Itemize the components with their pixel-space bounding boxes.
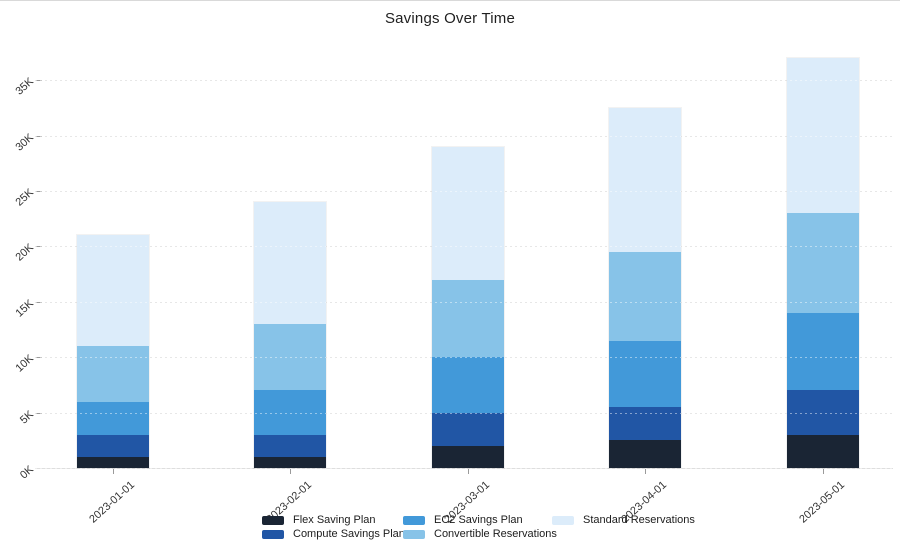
x-axis-tick: [645, 469, 646, 474]
x-axis-tick: [822, 469, 824, 474]
legend-swatch-icon: [552, 515, 574, 525]
legend-swatch-icon: [262, 515, 284, 525]
bar-2023-05-01: [785, 57, 860, 469]
legend-label: Flex Saving Plan: [293, 514, 376, 526]
bar-segment-standard-reservations: [609, 107, 681, 252]
y-axis-tick: [36, 357, 42, 359]
bar-segment-standard-reservations: [76, 235, 149, 347]
y-axis-tick: [36, 135, 42, 137]
bar-segment-convertible-reservations: [254, 323, 326, 391]
y-tick-label: 35K: [13, 75, 37, 98]
legend-swatch-icon: [262, 529, 284, 539]
bar-segment-flex-saving-plan: [609, 440, 681, 468]
bar-2023-01-01: [75, 234, 150, 469]
bar-segment-ec2-savings-plan: [76, 401, 149, 435]
bar-segment-flex-saving-plan: [254, 456, 326, 468]
chart-title: Savings Over Time: [384, 10, 516, 27]
legend-item-convertible-reservations: Convertible Reservations: [403, 527, 557, 541]
y-axis-tick: [36, 246, 42, 248]
y-tick-label: 25K: [13, 186, 37, 209]
legend-swatch-icon: [403, 529, 425, 539]
bar-segment-compute-savings-plan: [609, 407, 681, 441]
legend-item-flex-saving-plan: Flex Saving Plan: [262, 513, 403, 527]
gridline-overlay: [35, 301, 893, 303]
bar-segment-convertible-reservations: [431, 279, 504, 358]
legend-column: Flex Saving Plan Compute Savings Plan: [262, 513, 405, 541]
bar-segment-compute-savings-plan: [431, 412, 504, 446]
y-tick-label: 10K: [13, 352, 37, 375]
bar-2023-03-01: [430, 145, 505, 469]
bar-segment-ec2-savings-plan: [786, 312, 859, 391]
legend-item-ec2-savings-plan: EC2 Savings Plan: [403, 513, 552, 527]
legend: Flex Saving Plan Compute Savings Plan EC2 …: [262, 513, 695, 541]
bar-segment-flex-saving-plan: [76, 456, 149, 468]
y-axis-tick: [36, 191, 42, 192]
y-tick-label: 0K: [17, 463, 37, 482]
gridline-overlay: [35, 412, 893, 414]
bar-segment-convertible-reservations: [786, 213, 859, 313]
legend-item-standard-reservations: Standard Reservations: [552, 513, 695, 527]
y-tick-label: 5K: [17, 408, 37, 427]
legend-label: Compute Savings Plan: [293, 528, 405, 540]
legend-column: Standard Reservations: [552, 513, 695, 541]
gridline: [35, 135, 893, 137]
gridline-overlay: [35, 357, 893, 359]
y-axis-tick: [36, 80, 42, 82]
bar-segment-convertible-reservations: [609, 251, 681, 341]
bar-segment-convertible-reservations: [76, 346, 149, 402]
x-axis-tick: [467, 469, 469, 474]
legend-column: EC2 Savings Plan Convertible Reservations: [403, 513, 557, 541]
y-tick-label: 15K: [13, 297, 37, 320]
bar-segment-standard-reservations: [431, 146, 504, 280]
x-tick-label: 2023-05-01: [796, 479, 847, 526]
bar-segment-standard-reservations: [786, 58, 859, 214]
legend-label: EC2 Savings Plan: [434, 514, 523, 526]
gridline-overlay: [35, 246, 893, 248]
y-axis-tick: [36, 412, 42, 414]
legend-item-compute-savings-plan: Compute Savings Plan: [262, 527, 405, 541]
x-axis-line: [35, 468, 893, 469]
y-tick-label: 30K: [13, 131, 37, 154]
y-tick-label: 20K: [13, 241, 37, 264]
gridline-overlay: [35, 191, 893, 192]
x-axis-tick: [112, 469, 114, 474]
bar-segment-flex-saving-plan: [786, 434, 859, 468]
bar-segment-ec2-savings-plan: [609, 340, 681, 408]
legend-label: Convertible Reservations: [434, 528, 557, 540]
bar-2023-04-01: [608, 106, 682, 469]
legend-swatch-icon: [403, 515, 425, 525]
gridline-overlay: [35, 135, 893, 137]
bar-segment-ec2-savings-plan: [254, 390, 326, 435]
gridline-overlay: [35, 468, 893, 469]
bar-segment-compute-savings-plan: [76, 434, 149, 457]
bar-segment-ec2-savings-plan: [431, 357, 504, 413]
legend-label: Standard Reservations: [583, 514, 695, 526]
bar-segment-compute-savings-plan: [786, 390, 859, 435]
bar-segment-standard-reservations: [254, 202, 326, 324]
y-axis-tick: [36, 301, 42, 303]
bar-segment-flex-saving-plan: [431, 445, 504, 468]
bar-2023-02-01: [253, 201, 327, 469]
gridline: [35, 80, 893, 82]
x-axis-tick: [290, 469, 291, 474]
x-tick-label: 2023-01-01: [86, 479, 137, 526]
bar-segment-compute-savings-plan: [254, 434, 326, 457]
gridline-overlay: [35, 80, 893, 82]
